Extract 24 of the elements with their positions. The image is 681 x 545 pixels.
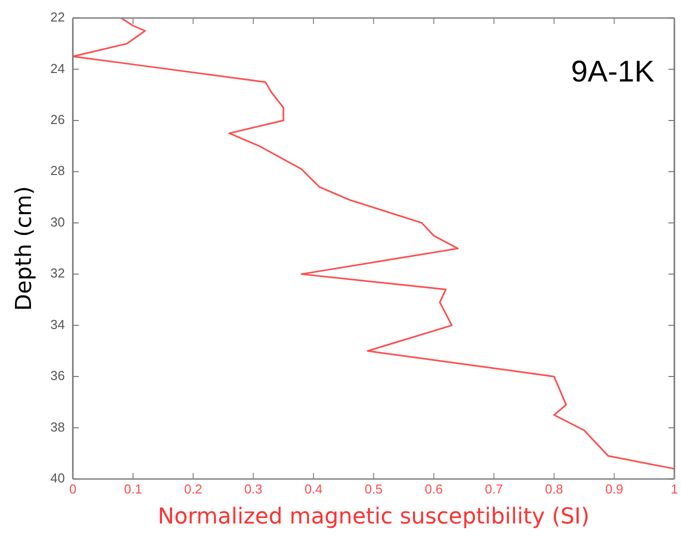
annotation: 9A-1K bbox=[570, 55, 654, 88]
y-tick-label: 26 bbox=[50, 112, 65, 128]
y-tick-label: 24 bbox=[50, 60, 65, 76]
x-tick-label: 0.6 bbox=[424, 481, 443, 496]
y-tick-label: 38 bbox=[50, 419, 65, 434]
x-tick-label: 0.4 bbox=[304, 481, 323, 496]
x-tick-label: 0 bbox=[69, 481, 76, 496]
x-tick-label: 0.9 bbox=[605, 481, 624, 496]
x-axis-title: Normalized magnetic susceptibility (SI) bbox=[158, 504, 590, 530]
y-tick-label: 34 bbox=[50, 316, 65, 332]
y-tick-label: 30 bbox=[50, 214, 65, 230]
x-tick-label: 0.1 bbox=[124, 481, 142, 496]
x-tick-label: 0.8 bbox=[545, 481, 564, 496]
y-tick-label: 22 bbox=[50, 10, 65, 25]
y-tick-label: 40 bbox=[50, 470, 65, 486]
x-tick-label: 0.2 bbox=[184, 481, 202, 496]
x-tick-label: 0.5 bbox=[364, 481, 383, 496]
y-tick-label: 32 bbox=[50, 266, 65, 281]
x-tick-label: 0.7 bbox=[484, 481, 503, 496]
y-axis-title: Depth (cm) bbox=[12, 186, 37, 311]
x-tick-label: 0.3 bbox=[244, 481, 262, 496]
y-tick-label: 28 bbox=[50, 163, 65, 178]
y-tick-label: 36 bbox=[50, 368, 65, 384]
x-tick-label: 1 bbox=[670, 481, 678, 496]
